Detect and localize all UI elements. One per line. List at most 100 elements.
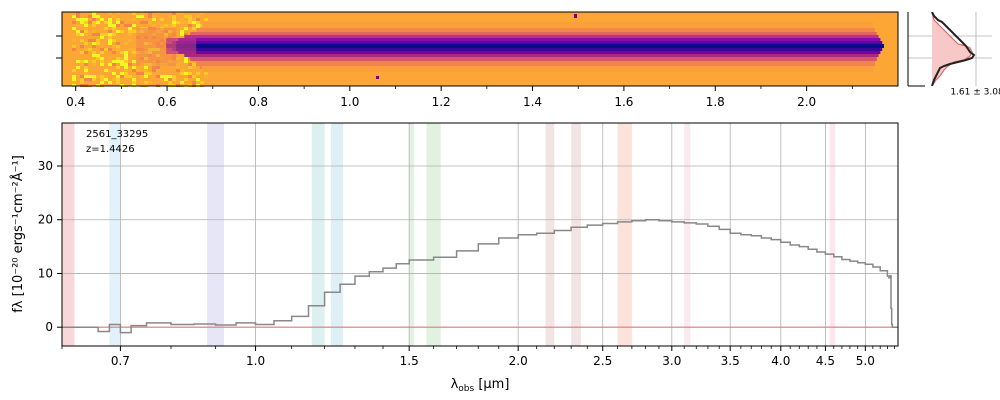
heatmap-pixel	[108, 42, 112, 45]
heatmap-pixel	[104, 36, 108, 39]
heatmap-pixel	[172, 18, 176, 21]
x-tick-label: 2.0	[509, 354, 528, 368]
heatmap-pixel	[160, 78, 164, 81]
heatmap-pixel	[128, 63, 132, 66]
heatmap-pixel	[84, 33, 88, 36]
heatmap-pixel	[144, 72, 148, 75]
heatmap-pixel	[176, 63, 180, 66]
heatmap-pixel	[72, 60, 76, 63]
heatmap-pixel	[164, 21, 168, 24]
heatmap-pixel	[184, 33, 188, 36]
heatmap-pixel	[176, 57, 180, 60]
heatmap-pixel	[84, 21, 88, 24]
heatmap-pixel	[104, 48, 108, 51]
emission-band	[207, 123, 224, 346]
heatmap-pixel	[152, 66, 156, 69]
heatmap-trace-row	[172, 48, 883, 51]
heatmap-pixel	[196, 81, 200, 84]
heatmap-pixel	[84, 42, 88, 45]
heatmap-pixel	[84, 36, 88, 39]
heatmap-pixel	[100, 27, 104, 30]
heatmap-pixel	[76, 36, 80, 39]
heatmap-pixel	[112, 78, 116, 81]
heatmap-pixel	[80, 60, 84, 63]
emission-band	[109, 123, 121, 346]
heatmap-pixel	[104, 78, 108, 81]
heatmap-pixel	[116, 45, 120, 48]
heatmap-pixel	[140, 81, 144, 84]
heatmap-pixel	[112, 24, 116, 27]
heatmap-pixel	[100, 75, 104, 78]
heatmap-pixel	[84, 18, 88, 21]
heatmap-pixel	[192, 63, 196, 66]
heatmap-pixel	[164, 24, 168, 27]
heatmap-pixel	[84, 69, 88, 72]
heatmap-pixel	[192, 21, 196, 24]
heatmap-pixel	[96, 21, 100, 24]
heatmap-pixel	[108, 69, 112, 72]
heatmap-pixel	[160, 81, 164, 84]
heatmap-pixel	[204, 12, 208, 15]
heatmap-pixel	[160, 24, 164, 27]
top-x-tick-label: 1.4	[523, 95, 542, 109]
heatmap-pixel	[152, 15, 156, 18]
heatmap-pixel	[92, 18, 96, 21]
heatmap-pixel	[184, 78, 188, 81]
heatmap-pixel	[84, 60, 88, 63]
heatmap-pixel	[200, 15, 204, 18]
heatmap-pixel	[128, 75, 132, 78]
heatmap-pixel	[172, 78, 176, 81]
heatmap-pixel	[108, 51, 112, 54]
heatmap-pixel	[124, 66, 128, 69]
heatmap-pixel	[92, 24, 96, 27]
heatmap-pixel	[120, 51, 124, 54]
profile-data-line	[931, 12, 976, 86]
heatmap-pixel	[80, 78, 84, 81]
heatmap-pixel	[176, 33, 180, 36]
heatmap-pixel	[104, 75, 108, 78]
heatmap-pixel	[108, 63, 112, 66]
heatmap-pixel	[168, 81, 172, 84]
heatmap-pixel	[72, 69, 76, 72]
heatmap-pixel	[112, 45, 116, 48]
heatmap-pixel	[140, 15, 144, 18]
heatmap-pixel	[88, 15, 92, 18]
heatmap-pixel	[180, 69, 184, 72]
heatmap-pixel	[80, 21, 84, 24]
heatmap-pixel	[188, 66, 192, 69]
heatmap-trace-row	[190, 32, 877, 35]
heatmap-pixel	[88, 66, 92, 69]
y-axis-label: fλ [10⁻²⁰ ergs⁻¹cm⁻²Å⁻¹]	[10, 155, 26, 313]
heatmap-pixel	[128, 33, 132, 36]
heatmap-pixel	[84, 66, 88, 69]
heatmap-pixel	[184, 57, 188, 60]
emission-band	[829, 123, 836, 346]
heatmap-pixel	[184, 27, 188, 30]
heatmap-pixel	[112, 36, 116, 39]
heatmap-pixel	[180, 21, 184, 24]
heatmap-pixel	[100, 48, 104, 51]
heatmap-pixel	[80, 51, 84, 54]
heatmap-pixel	[132, 60, 136, 63]
heatmap-pixel	[76, 48, 80, 51]
heatmap-pixel	[204, 75, 208, 78]
spectrum-2d-xaxis: 0.4 0.6 0.8 1.0 1.2 1.4 1.6 1.8 2.0	[66, 86, 853, 109]
heatmap-pixel	[192, 60, 196, 63]
heatmap-pixel	[172, 75, 176, 78]
heatmap-pixel	[96, 42, 100, 45]
heatmap-trace-fade	[166, 38, 197, 54]
profile-annotation: 1.61 ± 3.08	[950, 88, 1000, 98]
heatmap-pixel	[108, 21, 112, 24]
heatmap-pixel	[108, 48, 112, 51]
heatmap-pixel	[196, 21, 200, 24]
heatmap-pixel	[124, 81, 128, 84]
heatmap-pixel	[112, 27, 116, 30]
heatmap-pixel	[116, 30, 120, 33]
heatmap-pixel	[192, 75, 196, 78]
heatmap-pixel	[204, 72, 208, 75]
heatmap-pixel	[72, 36, 76, 39]
heatmap-hot-pixel	[376, 76, 379, 79]
heatmap-pixel	[132, 81, 136, 84]
heatmap-pixel	[84, 30, 88, 33]
